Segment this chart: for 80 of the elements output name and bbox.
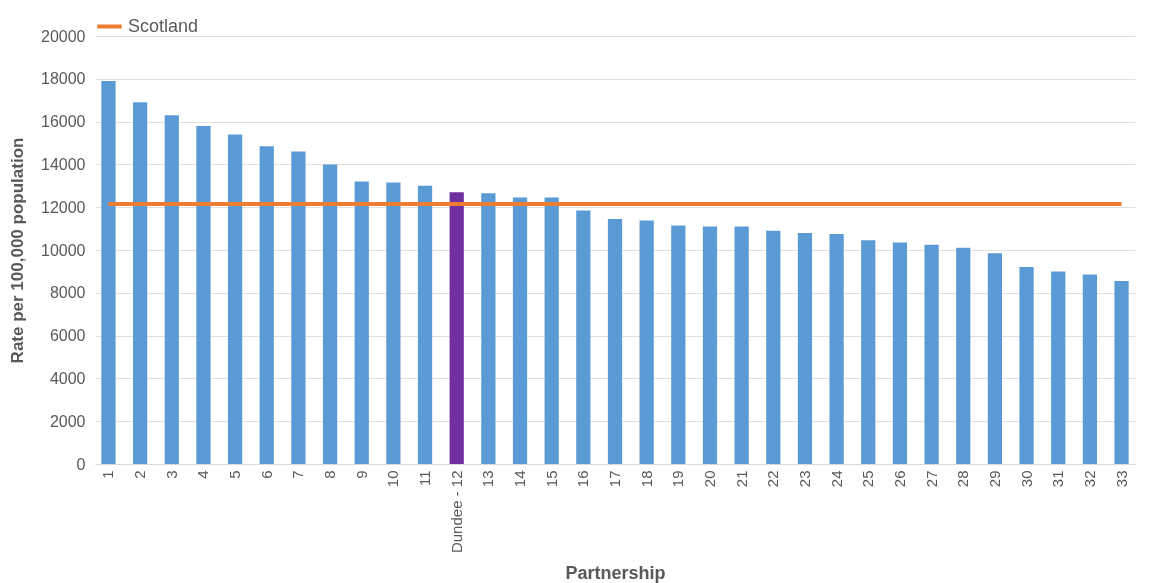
bar — [132, 102, 148, 464]
x-tick-label: 13 — [479, 470, 497, 488]
y-tick-label: 2000 — [49, 412, 86, 430]
bar — [227, 134, 243, 464]
x-tick-label: 14 — [511, 470, 529, 488]
x-tick-label: 15 — [542, 470, 560, 488]
legend-label: Scotland — [128, 15, 199, 36]
x-tick-label: 6 — [257, 470, 275, 479]
y-tick-label: 12000 — [41, 198, 86, 216]
y-tick-label: 4000 — [49, 369, 86, 387]
x-axis-title: Partnership — [565, 563, 666, 583]
y-tick-label: 20000 — [41, 27, 86, 45]
bar — [607, 218, 623, 464]
bar — [417, 185, 433, 464]
bar — [671, 225, 686, 464]
x-tick-label: 31 — [1049, 470, 1067, 488]
y-tick-label: 6000 — [49, 327, 86, 345]
x-tick-label: 10 — [384, 470, 402, 488]
y-tick-label: 8000 — [49, 284, 86, 302]
bar — [797, 232, 813, 464]
bar — [766, 230, 781, 464]
x-tick-label: 18 — [637, 470, 655, 488]
bar — [1019, 267, 1034, 464]
y-tick-label: 18000 — [41, 70, 86, 88]
x-tick-label: 16 — [574, 470, 592, 488]
bar — [512, 197, 528, 464]
y-tick-label: 14000 — [41, 155, 86, 173]
bar — [576, 210, 591, 464]
x-tick-label: Dundee - 12 — [447, 470, 465, 554]
y-axis-title: Rate per 100,000 population — [8, 137, 28, 364]
bar — [544, 197, 559, 464]
bar — [101, 80, 116, 464]
x-tick-label: 23 — [795, 470, 813, 488]
bar — [449, 192, 464, 464]
bar — [1114, 281, 1129, 464]
bar — [734, 226, 749, 464]
x-tick-label: 4 — [194, 470, 212, 479]
bar — [861, 240, 876, 464]
x-tick-label: 28 — [954, 470, 972, 488]
bar — [386, 182, 401, 464]
bar — [1082, 274, 1098, 464]
x-tick-label: 8 — [321, 470, 339, 479]
x-tick-label: 32 — [1080, 470, 1098, 488]
x-tick-label: 21 — [732, 470, 750, 488]
x-tick-label: 19 — [669, 470, 687, 488]
x-tick-label: 29 — [985, 470, 1003, 488]
bar — [259, 146, 274, 464]
bar — [829, 233, 844, 464]
bar — [702, 226, 718, 464]
x-tick-label: 27 — [922, 470, 940, 488]
bar — [322, 164, 338, 464]
bar — [196, 125, 211, 464]
x-tick-label: 17 — [606, 470, 623, 488]
bar — [892, 242, 908, 464]
bar — [1051, 271, 1066, 464]
x-tick-label: 22 — [764, 470, 782, 488]
x-tick-label: 3 — [162, 470, 180, 479]
bar — [164, 115, 179, 464]
y-tick-label: 0 — [76, 455, 86, 473]
x-tick-label: 25 — [859, 470, 877, 488]
x-tick-label: 1 — [99, 470, 117, 479]
x-tick-label: 2 — [131, 470, 149, 479]
bar — [956, 247, 971, 464]
bar — [291, 151, 306, 464]
x-tick-label: 5 — [226, 470, 244, 479]
bar — [354, 181, 369, 464]
x-tick-label: 11 — [416, 470, 434, 487]
bar — [924, 244, 939, 464]
bar — [481, 193, 496, 464]
x-tick-label: 7 — [289, 470, 307, 479]
y-tick-label: 10000 — [41, 241, 86, 259]
bar — [639, 220, 654, 464]
x-tick-label: 30 — [1017, 470, 1035, 488]
x-tick-label: 24 — [827, 470, 845, 488]
x-tick-label: 33 — [1112, 470, 1130, 488]
y-tick-label: 16000 — [41, 113, 86, 131]
x-tick-label: 26 — [890, 470, 908, 488]
bar — [987, 253, 1003, 464]
x-tick-label: 9 — [352, 470, 370, 479]
x-tick-label: 20 — [700, 470, 718, 488]
